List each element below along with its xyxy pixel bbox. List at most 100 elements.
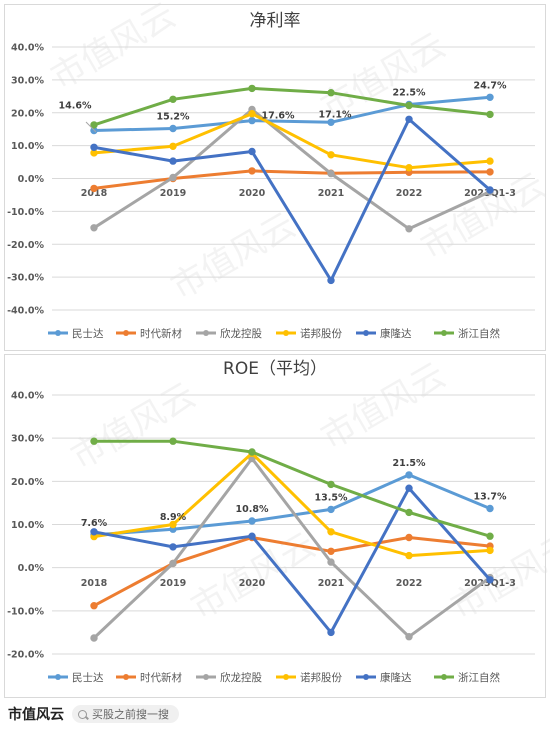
- search-box[interactable]: 买股之前搜一搜: [72, 705, 179, 723]
- data-point: [169, 173, 177, 182]
- chart-frame: [4, 354, 546, 698]
- x-tick-label: 2022: [396, 188, 422, 199]
- data-point: [90, 121, 98, 129]
- series-4: [90, 115, 494, 285]
- y-tick-label: 20.0%: [11, 108, 44, 119]
- legend-label: 民士达: [72, 327, 104, 340]
- data-point: [248, 147, 256, 156]
- series-2: [90, 454, 494, 642]
- data-point: [486, 168, 494, 176]
- data-point: [405, 115, 413, 124]
- data-point: [327, 169, 335, 178]
- series-line: [94, 439, 491, 538]
- data-point: [90, 184, 98, 193]
- data-point: [169, 95, 177, 104]
- data-point: [90, 602, 98, 610]
- legend-marker: [203, 330, 209, 336]
- data-point: [248, 84, 256, 93]
- data-point: [405, 101, 413, 110]
- y-tick-label: -20.0%: [7, 650, 44, 661]
- data-label: 8.9%: [160, 512, 187, 523]
- series-line: [93, 117, 491, 282]
- data-point: [327, 558, 335, 566]
- data-point: [169, 559, 177, 568]
- data-label: 17.6%: [262, 111, 295, 122]
- legend-item: 康隆达: [356, 327, 412, 340]
- data-point: [169, 124, 177, 133]
- series-line: [93, 169, 491, 190]
- data-label: 13.5%: [315, 492, 348, 503]
- series-line: [93, 451, 491, 558]
- legend-item: 欣龙控股: [196, 671, 262, 684]
- series-4: [90, 484, 494, 637]
- legend-label: 诺邦股份: [300, 327, 342, 340]
- y-tick-label: 0.0%: [18, 174, 45, 185]
- watermark-text: 市值风云: [165, 205, 303, 308]
- x-tick-label: 2019: [160, 188, 186, 199]
- data-point: [248, 532, 256, 540]
- series-1: [90, 167, 494, 193]
- data-point: [169, 520, 177, 529]
- legend-label: 时代新材: [140, 327, 182, 340]
- data-point: [486, 157, 494, 165]
- data-point: [248, 517, 256, 525]
- data-point: [405, 551, 413, 560]
- legend-marker: [55, 330, 61, 336]
- data-point: [327, 89, 335, 97]
- data-point: [90, 143, 98, 152]
- data-label: 15.2%: [157, 112, 190, 123]
- x-tick-label: 2018: [81, 188, 108, 199]
- data-point: [405, 533, 413, 542]
- series-line: [92, 457, 491, 640]
- search-icon: [78, 709, 87, 719]
- data-point: [327, 505, 335, 514]
- legend-label: 欣龙控股: [220, 671, 262, 684]
- data-label: 21.5%: [393, 458, 426, 469]
- legend-marker: [123, 330, 129, 336]
- y-tick-label: -20.0%: [7, 240, 44, 251]
- y-tick-label: -10.0%: [7, 606, 44, 617]
- watermark-text: 市值风云: [315, 355, 453, 458]
- legend-label: 时代新材: [140, 671, 182, 684]
- legend-item: 浙江自然: [434, 327, 500, 340]
- search-placeholder: 买股之前搜一搜: [92, 708, 169, 721]
- data-point: [486, 110, 494, 119]
- data-point: [327, 118, 335, 127]
- data-point: [169, 437, 177, 445]
- data-point: [486, 93, 494, 102]
- series-line: [93, 536, 491, 608]
- data-point: [169, 543, 177, 551]
- chart-title: 净利率: [250, 11, 301, 31]
- x-tick-label: 2021: [318, 578, 344, 589]
- y-tick-label: 30.0%: [11, 75, 44, 86]
- data-point: [486, 504, 494, 513]
- y-tick-label: 0.0%: [18, 563, 45, 574]
- y-tick-label: -10.0%: [7, 207, 44, 218]
- series-3: [90, 110, 494, 172]
- data-label: 24.7%: [474, 80, 507, 91]
- y-tick-label: 10.0%: [11, 141, 44, 152]
- data-point: [169, 142, 177, 151]
- legend-label: 康隆达: [380, 327, 412, 340]
- legend-marker: [363, 330, 369, 336]
- x-tick-label: 2020: [239, 578, 266, 589]
- data-label: 13.7%: [474, 492, 507, 503]
- watermark-text: 市值风云: [45, 0, 183, 98]
- data-point: [405, 225, 413, 233]
- data-point: [248, 167, 256, 175]
- y-tick-label: 10.0%: [11, 520, 44, 531]
- data-point: [327, 628, 335, 637]
- data-label: 14.6%: [59, 101, 92, 112]
- series-line: [93, 95, 491, 132]
- data-point: [327, 151, 335, 159]
- legend-marker: [283, 330, 289, 336]
- chart-frame: [4, 4, 546, 351]
- watermark-text: 市值风云: [445, 525, 550, 628]
- legend-item: 诺邦股份: [276, 671, 342, 684]
- legend-marker: [283, 674, 289, 680]
- data-point: [327, 276, 335, 285]
- legend-label: 浙江自然: [458, 671, 500, 684]
- series-line: [93, 473, 491, 537]
- data-label: 22.5%: [393, 88, 426, 99]
